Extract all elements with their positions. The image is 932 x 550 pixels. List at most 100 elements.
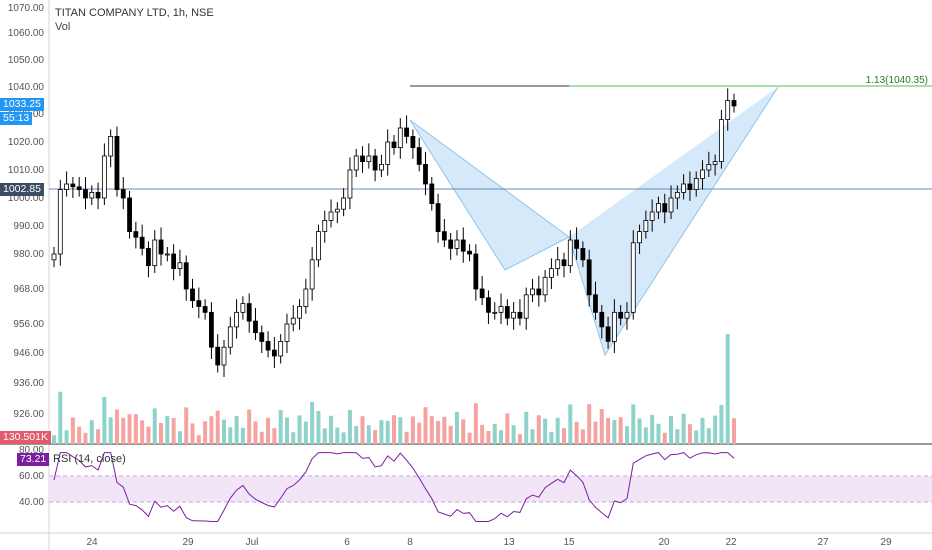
time-axis-label: 13 — [503, 537, 515, 548]
volume-bar — [64, 430, 69, 444]
candle-body — [183, 262, 189, 290]
volume-bar — [612, 420, 617, 444]
volume-bar — [473, 403, 478, 444]
volume-value-tag: 130.501K — [0, 431, 51, 444]
price-axis-label: 1060.00 — [8, 28, 45, 39]
candle-body — [567, 239, 573, 267]
candle-body — [101, 155, 107, 199]
volume-bar — [568, 404, 573, 444]
candle-body — [517, 311, 523, 319]
volume-bar — [675, 429, 680, 444]
harmonic-pattern[interactable] — [409, 86, 779, 357]
candle-body — [158, 239, 164, 255]
price-axis-label: 1050.00 — [8, 55, 45, 66]
volume-bar — [618, 417, 623, 444]
candle-body — [397, 127, 403, 149]
volume-bar — [366, 425, 371, 444]
pattern-xb-line — [409, 119, 570, 238]
volume-bar — [89, 420, 94, 444]
candle-body — [322, 219, 328, 232]
volume-bar — [505, 413, 510, 444]
volume-bar — [152, 408, 157, 444]
candle-body — [240, 303, 246, 313]
volume-bar — [398, 417, 403, 444]
volume-bar — [159, 423, 164, 444]
volume-bar — [574, 421, 579, 444]
volume-bar — [347, 410, 352, 444]
volume-bar — [499, 430, 504, 444]
volume-bar — [669, 416, 674, 444]
volume-bar — [656, 423, 661, 444]
candle-body — [190, 288, 195, 302]
candle-body — [209, 311, 214, 348]
volume-bar — [272, 428, 277, 444]
volume-bar — [492, 424, 497, 444]
volume-bar — [706, 428, 711, 444]
volume-bar — [486, 431, 491, 444]
volume-bar — [240, 427, 245, 444]
candle-body — [341, 197, 347, 210]
time-axis-label: 8 — [407, 537, 413, 548]
rsi-line — [53, 452, 735, 522]
candle-body — [108, 135, 114, 157]
time-axis[interactable]: 24 29 Jul 6 8 13 15 20 22 27 29 — [86, 537, 892, 548]
volume-bar — [83, 432, 88, 444]
time-axis-label: 27 — [817, 537, 829, 548]
volume-bar — [436, 421, 441, 444]
volume-bar — [209, 416, 214, 444]
candle-body — [605, 326, 611, 342]
volume-bars — [52, 334, 736, 444]
candle-body — [555, 259, 561, 269]
candle-body — [127, 197, 132, 232]
candle-body — [511, 311, 517, 319]
time-axis-label: 22 — [725, 537, 737, 548]
candle-body — [171, 253, 177, 269]
candle-body — [177, 262, 183, 269]
volume-indicator-label: Vol — [55, 21, 71, 33]
price-axis-label: 936.00 — [13, 378, 44, 389]
candle-body — [593, 294, 598, 313]
price-axis[interactable]: 1070.001060.001050.001040.001030.001020.… — [8, 3, 45, 420]
volume-bar — [215, 410, 220, 444]
candle-body — [687, 183, 693, 190]
candle-body — [152, 239, 158, 267]
candle-body — [580, 247, 586, 261]
volume-bar — [410, 416, 415, 444]
candle-body — [347, 169, 353, 199]
volume-bar — [694, 430, 699, 444]
volume-bar — [228, 427, 233, 444]
candle-body — [473, 253, 479, 290]
volume-bar — [114, 409, 119, 444]
rsi-axis-label: 80.00 — [19, 445, 44, 456]
candle-body — [57, 189, 63, 255]
price-axis-label: 956.00 — [13, 319, 44, 330]
candle-body — [523, 294, 529, 319]
rsi-axis-label: 40.00 — [19, 497, 44, 508]
time-axis-label: 29 — [880, 537, 892, 548]
candle-body — [611, 311, 617, 342]
time-axis-label: 20 — [658, 537, 670, 548]
volume-bar — [681, 413, 686, 444]
volume-bar — [171, 418, 176, 444]
target-label: 1.13(1040.35) — [866, 75, 928, 86]
candle-body — [114, 135, 120, 190]
volume-bar — [253, 421, 258, 444]
candle-body — [89, 191, 95, 199]
volume-bar — [222, 419, 226, 444]
candle-body — [259, 332, 265, 342]
candle-body — [297, 306, 302, 319]
volume-bar — [467, 432, 472, 444]
volume-bar — [140, 420, 145, 444]
countdown-tag: 55:13 — [0, 112, 33, 125]
candle-body — [227, 326, 233, 348]
candle-body — [76, 186, 82, 191]
candle-body — [64, 183, 69, 190]
rsi-axis[interactable]: 80.00 60.00 40.00 — [19, 445, 44, 508]
volume-bar — [234, 416, 239, 444]
candle-body — [202, 306, 208, 313]
volume-bar — [310, 402, 315, 444]
volume-bar — [184, 407, 189, 444]
candle-body — [196, 300, 202, 307]
candle-body — [681, 183, 687, 193]
